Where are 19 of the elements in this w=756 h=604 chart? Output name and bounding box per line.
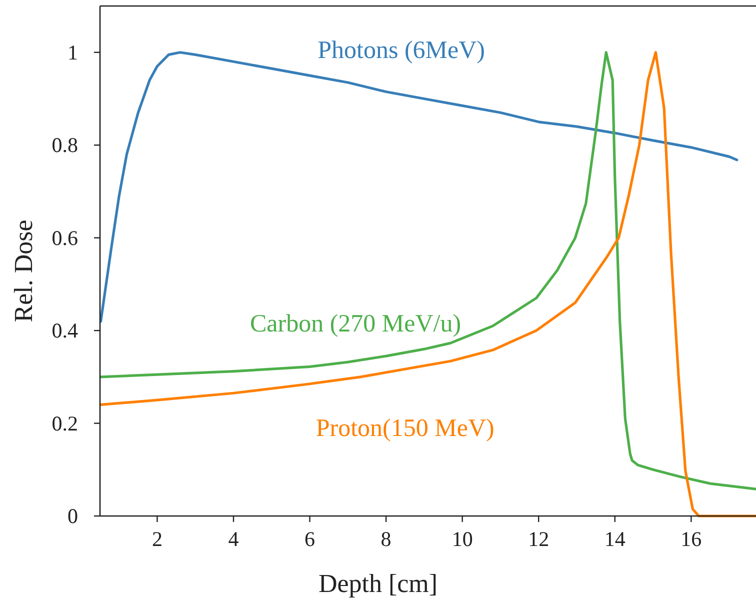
- x-axis-title: Depth [cm]: [318, 569, 438, 598]
- x-tick-label: 12: [528, 527, 550, 551]
- x-tick-label: 14: [604, 527, 626, 551]
- x-tick-label: 4: [228, 527, 240, 551]
- x-tick-label: 8: [380, 527, 392, 551]
- y-tick-label: 0.2: [52, 411, 78, 436]
- series-label: Photons (6MeV): [318, 37, 485, 64]
- y-tick-label: 0.6: [52, 226, 78, 250]
- y-tick-label: 0.4: [52, 318, 78, 343]
- x-tick-label: 6: [304, 527, 316, 551]
- y-tick-label: 1: [68, 40, 78, 64]
- y-tick-label: 0.8: [52, 133, 78, 158]
- y-axis-title: Rel. Dose: [9, 220, 38, 322]
- x-tick-label: 16: [680, 527, 702, 551]
- x-tick-label: 2: [152, 527, 162, 551]
- x-tick-label: 10: [452, 527, 473, 551]
- series-label: Carbon (270 MeV/u): [250, 310, 462, 338]
- y-tick-label: 0: [68, 504, 78, 528]
- series-label: Proton(150 MeV): [316, 414, 494, 442]
